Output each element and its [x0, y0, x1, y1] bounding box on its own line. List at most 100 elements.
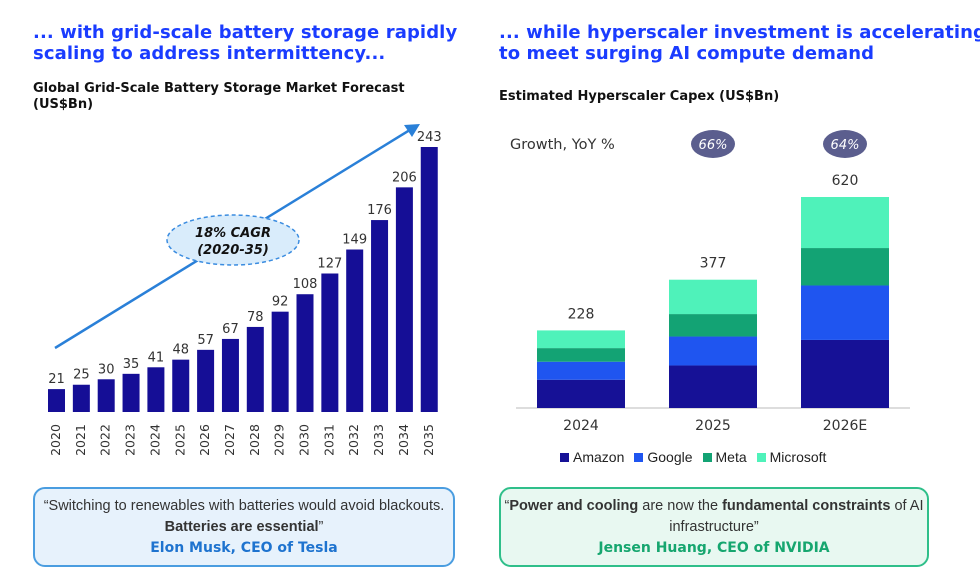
- right-headline-line-2: to meet surging AI compute demand: [499, 43, 875, 64]
- huang-quote-bold-1: Power and cooling: [509, 498, 639, 514]
- musk-quote-bold: Batteries are essential: [164, 519, 319, 535]
- bar-2032: [346, 249, 364, 412]
- value-label-2032: 149: [342, 233, 367, 248]
- growth-pill-2026E: [823, 130, 867, 158]
- segment-microsoft-2025: [669, 279, 757, 315]
- x-tick-2025: 2025: [695, 418, 731, 434]
- cagr-label-line-2: (2020-35): [197, 243, 269, 258]
- x-tick-2025: 2025: [172, 424, 187, 456]
- bar-2033: [371, 220, 389, 412]
- value-label-2028: 78: [247, 310, 264, 325]
- x-tick-2021: 2021: [73, 424, 88, 456]
- legend-label-google: Google: [647, 449, 693, 465]
- right-headline: ... while hyperscaler investment is acce…: [499, 22, 980, 64]
- bar-2028: [246, 326, 264, 412]
- x-tick-2026E: 2026E: [823, 418, 867, 434]
- segment-amazon-2024: [537, 379, 625, 408]
- growth-label: Growth, YoY %: [510, 137, 615, 153]
- left-chart-title: Global Grid-Scale Battery Storage Market…: [33, 81, 405, 113]
- musk-quote-author: Elon Musk, CEO of Tesla: [150, 540, 338, 556]
- right-chart-title: Estimated Hyperscaler Capex (US$Bn): [499, 89, 779, 105]
- musk-quote-close: ”: [318, 519, 324, 535]
- huang-quote-bold-2: fundamental constraints: [722, 498, 891, 514]
- total-label-2026E: 620: [832, 173, 859, 189]
- value-label-2025: 48: [172, 343, 189, 358]
- legend-item-meta: Meta: [702, 449, 747, 465]
- legend-swatch-meta: [702, 453, 712, 462]
- left-headline-line-2: scaling to address intermittency...: [33, 43, 386, 64]
- segment-google-2024: [537, 361, 625, 380]
- x-tick-2024: 2024: [147, 424, 162, 456]
- legend-label-amazon: Amazon: [573, 449, 625, 465]
- value-label-2020: 21: [48, 372, 65, 387]
- bar-2027: [221, 338, 239, 412]
- x-tick-2029: 2029: [272, 424, 287, 456]
- cagr-annotation: 18% CAGR (2020-35): [166, 214, 300, 266]
- segment-amazon-2025: [669, 365, 757, 408]
- hyperscaler-capex-stacked-chart: Growth, YoY % 66% 64% 228 2024 377 2025 620 20…: [510, 130, 910, 434]
- legend-swatch-google: [634, 453, 644, 462]
- growth-pill-2025: [691, 130, 735, 158]
- left-chart-title-line-1: Global Grid-Scale Battery Storage Market…: [33, 81, 405, 96]
- segment-google-2025: [669, 336, 757, 366]
- bar-2026: [197, 349, 215, 412]
- x-tick-2027: 2027: [222, 424, 237, 456]
- musk-quote-text: “Switching to renewables with batteries …: [43, 498, 445, 514]
- bar-2029: [271, 311, 289, 412]
- bar-2030: [296, 294, 314, 412]
- capex-legend: Amazon Google Meta Microsoft: [560, 449, 836, 465]
- value-label-2031: 127: [317, 257, 342, 272]
- value-label-2035: 243: [417, 130, 442, 145]
- x-tick-2022: 2022: [98, 424, 113, 456]
- bar-2031: [321, 273, 339, 412]
- value-label-2027: 67: [222, 322, 239, 337]
- x-tick-2033: 2033: [371, 424, 386, 456]
- cagr-label-line-1: 18% CAGR: [195, 226, 271, 241]
- value-label-2033: 176: [367, 203, 392, 218]
- x-tick-2034: 2034: [396, 424, 411, 456]
- growth-label-2026E: 64%: [831, 138, 860, 153]
- value-label-2030: 108: [293, 277, 318, 292]
- segment-meta-2025: [669, 314, 757, 337]
- huang-quote-tail: of AI infrastructure”: [669, 498, 924, 535]
- legend-swatch-microsoft: [756, 453, 766, 462]
- left-chart-title-line-2: (US$Bn): [33, 97, 94, 112]
- legend-item-microsoft: Microsoft: [756, 449, 827, 465]
- left-headline-line-1: ... with grid-scale battery storage rapi…: [33, 22, 458, 43]
- segment-meta-2026E: [801, 248, 889, 286]
- huang-quote-mid: are now the: [638, 498, 723, 514]
- value-label-2023: 35: [123, 357, 140, 372]
- bar-2023: [122, 373, 140, 412]
- bar-2034: [395, 187, 413, 412]
- legend-swatch-amazon: [560, 453, 569, 462]
- value-label-2029: 92: [272, 295, 289, 310]
- value-label-2022: 30: [98, 362, 115, 377]
- legend-item-amazon: Amazon: [560, 449, 624, 465]
- segment-google-2026E: [801, 285, 889, 340]
- value-label-2021: 25: [73, 368, 90, 383]
- bar-2035: [420, 147, 438, 412]
- bar-2025: [172, 359, 190, 412]
- x-tick-2031: 2031: [321, 424, 336, 456]
- bar-2020: [48, 389, 65, 412]
- battery-storage-bar-chart: 21 2020 25 2021 30 2022 35 2023 41 2024 48 2025 57 20…: [48, 124, 442, 456]
- x-tick-2028: 2028: [247, 424, 262, 456]
- musk-quote-box: “Switching to renewables with batteries …: [33, 487, 455, 567]
- bar-2022: [97, 379, 115, 412]
- x-tick-2023: 2023: [123, 424, 138, 456]
- value-label-2024: 41: [148, 350, 165, 365]
- x-tick-2026: 2026: [197, 424, 212, 456]
- x-tick-2032: 2032: [346, 424, 361, 456]
- huang-quote-box: “Power and cooling are now the fundament…: [499, 487, 929, 567]
- segment-microsoft-2026E: [801, 197, 889, 249]
- left-headline: ... with grid-scale battery storage rapi…: [33, 22, 457, 64]
- growth-label-2025: 66%: [699, 138, 728, 153]
- x-tick-2024: 2024: [563, 418, 599, 434]
- legend-label-microsoft: Microsoft: [769, 449, 827, 465]
- legend-item-google: Google: [634, 449, 693, 465]
- bar-2024: [147, 367, 165, 412]
- right-chart-title-line-1: Estimated Hyperscaler Capex (US$Bn): [499, 89, 780, 104]
- value-label-2026: 57: [197, 333, 214, 348]
- segment-amazon-2026E: [801, 339, 889, 408]
- bar-2021: [72, 384, 90, 412]
